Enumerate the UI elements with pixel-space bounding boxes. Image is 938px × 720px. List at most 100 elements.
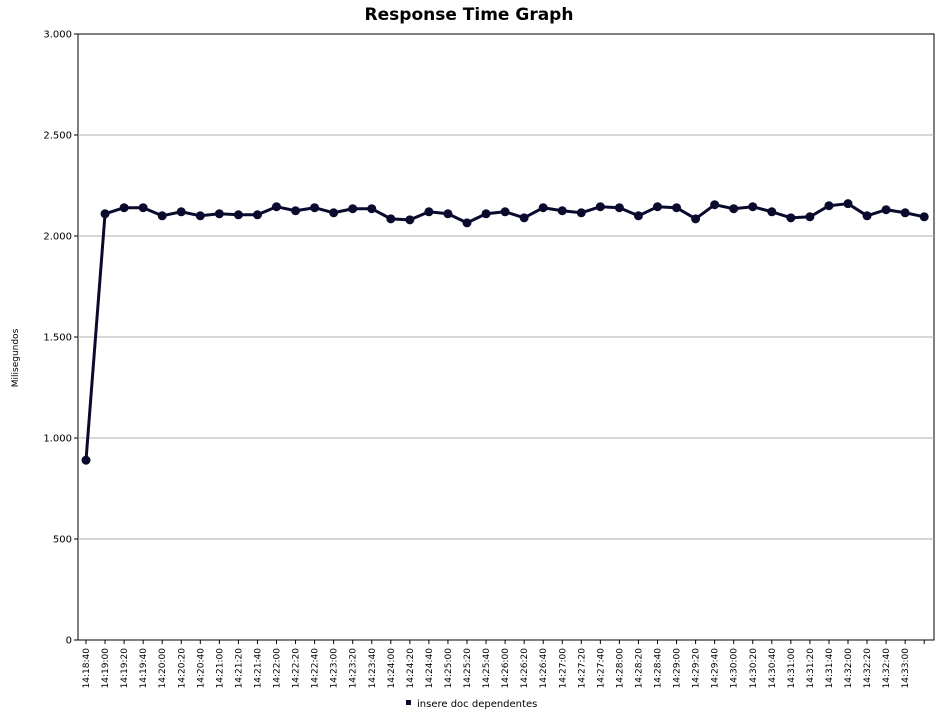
x-tick-label: 14:31:40 — [825, 648, 835, 689]
data-point — [805, 212, 815, 222]
data-point — [462, 218, 472, 228]
x-tick-label: 14:26:40 — [539, 648, 549, 689]
data-point — [729, 204, 739, 214]
y-tick-label: 0 — [66, 636, 72, 647]
data-point — [138, 203, 148, 213]
data-point — [786, 213, 796, 223]
data-point — [348, 204, 358, 214]
data-point — [919, 212, 929, 222]
x-tick-label: 14:23:40 — [368, 648, 378, 689]
data-point — [157, 211, 167, 221]
x-tick-label: 14:21:40 — [253, 648, 263, 689]
data-point — [900, 208, 910, 218]
x-tick-label: 14:32:40 — [882, 648, 892, 689]
data-point — [691, 214, 701, 224]
data-point — [519, 213, 529, 223]
data-point — [386, 214, 396, 224]
x-tick-label: 14:20:20 — [177, 648, 187, 689]
x-tick-label: 14:25:00 — [444, 648, 454, 689]
data-point — [195, 211, 205, 221]
data-point — [653, 202, 662, 212]
data-point — [214, 209, 224, 219]
x-tick-label: 14:28:20 — [634, 648, 644, 689]
x-tick-label: 14:24:20 — [406, 648, 416, 689]
data-point — [748, 202, 758, 212]
data-point — [672, 203, 682, 213]
x-tick-label: 14:28:40 — [654, 648, 664, 689]
x-tick-label: 14:22:20 — [292, 648, 302, 689]
x-tick-label: 14:22:00 — [273, 648, 283, 689]
x-tick-label: 14:31:00 — [787, 648, 797, 689]
y-tick-label: 1.000 — [43, 434, 72, 445]
x-tick-label: 14:29:00 — [673, 648, 683, 689]
x-tick-label: 14:20:40 — [196, 648, 206, 689]
data-point — [310, 203, 320, 213]
x-tick-label: 14:25:20 — [463, 648, 473, 689]
x-tick-label: 14:19:20 — [120, 648, 130, 689]
data-point — [614, 203, 624, 213]
x-tick-label: 14:25:40 — [482, 648, 492, 689]
y-tick-label: 2.500 — [43, 131, 72, 142]
data-point — [557, 206, 567, 216]
data-point — [329, 208, 339, 218]
data-point — [538, 203, 548, 213]
data-point — [176, 207, 186, 217]
data-point — [272, 202, 281, 212]
data-point — [81, 455, 91, 465]
data-point — [881, 205, 891, 215]
x-tick-label: 14:26:00 — [501, 648, 511, 689]
x-tick-label: 14:30:00 — [730, 648, 740, 689]
x-axis: 14:18:40 14:19:00 14:19:20 14:19:40 14:20:00… — [82, 640, 925, 689]
data-point — [710, 200, 720, 210]
data-point — [824, 201, 834, 211]
x-tick-label: 14:24:40 — [425, 648, 435, 689]
data-point — [862, 211, 872, 221]
x-tick-label: 14:21:20 — [234, 648, 244, 689]
x-tick-label: 14:22:40 — [311, 648, 321, 689]
x-tick-label: 14:30:40 — [768, 648, 778, 689]
x-tick-label: 14:26:20 — [520, 648, 530, 689]
x-tick-label: 14:27:20 — [577, 648, 587, 689]
y-tick-label: 500 — [53, 535, 72, 546]
legend-swatch — [406, 700, 411, 705]
x-tick-label: 14:27:40 — [596, 648, 606, 689]
data-point — [100, 209, 110, 219]
data-point — [405, 215, 415, 225]
data-point — [576, 208, 586, 218]
legend-label: insere doc dependentes — [417, 699, 537, 710]
x-tick-label: 14:29:20 — [692, 648, 702, 689]
x-tick-label: 14:23:00 — [330, 648, 340, 689]
data-point — [367, 204, 377, 214]
x-tick-label: 14:19:00 — [101, 648, 111, 689]
x-tick-label: 14:30:20 — [749, 648, 759, 689]
x-tick-label: 14:33:00 — [901, 648, 911, 689]
x-tick-label: 14:32:20 — [863, 648, 873, 689]
data-point — [843, 199, 853, 209]
data-point — [443, 209, 453, 219]
data-point — [119, 203, 129, 213]
legend: insere doc dependentes — [406, 699, 537, 710]
y-axis-label: Milisegundos — [11, 328, 21, 387]
data-point — [291, 206, 301, 216]
y-axis: 0 500 1.000 1.500 2.000 2.500 3.000 — [43, 30, 78, 647]
x-tick-label: 14:24:00 — [387, 648, 397, 689]
y-tick-label: 2.000 — [43, 232, 72, 243]
grid-lines — [78, 134, 934, 540]
data-point — [767, 207, 777, 217]
data-point — [595, 202, 605, 212]
data-point — [500, 207, 510, 217]
x-tick-label: 14:28:00 — [615, 648, 625, 689]
chart-title: Response Time Graph — [365, 5, 574, 25]
x-tick-label: 14:19:40 — [139, 648, 149, 689]
x-tick-label: 14:21:00 — [215, 648, 225, 689]
data-point — [424, 207, 434, 217]
x-tick-label: 14:20:00 — [158, 648, 168, 689]
data-point — [633, 211, 643, 221]
y-tick-label: 3.000 — [43, 30, 72, 41]
y-tick-label: 1.500 — [43, 333, 72, 344]
x-tick-label: 14:18:40 — [82, 648, 92, 689]
x-tick-label: 14:23:20 — [349, 648, 359, 689]
x-tick-label: 14:29:40 — [711, 648, 721, 689]
